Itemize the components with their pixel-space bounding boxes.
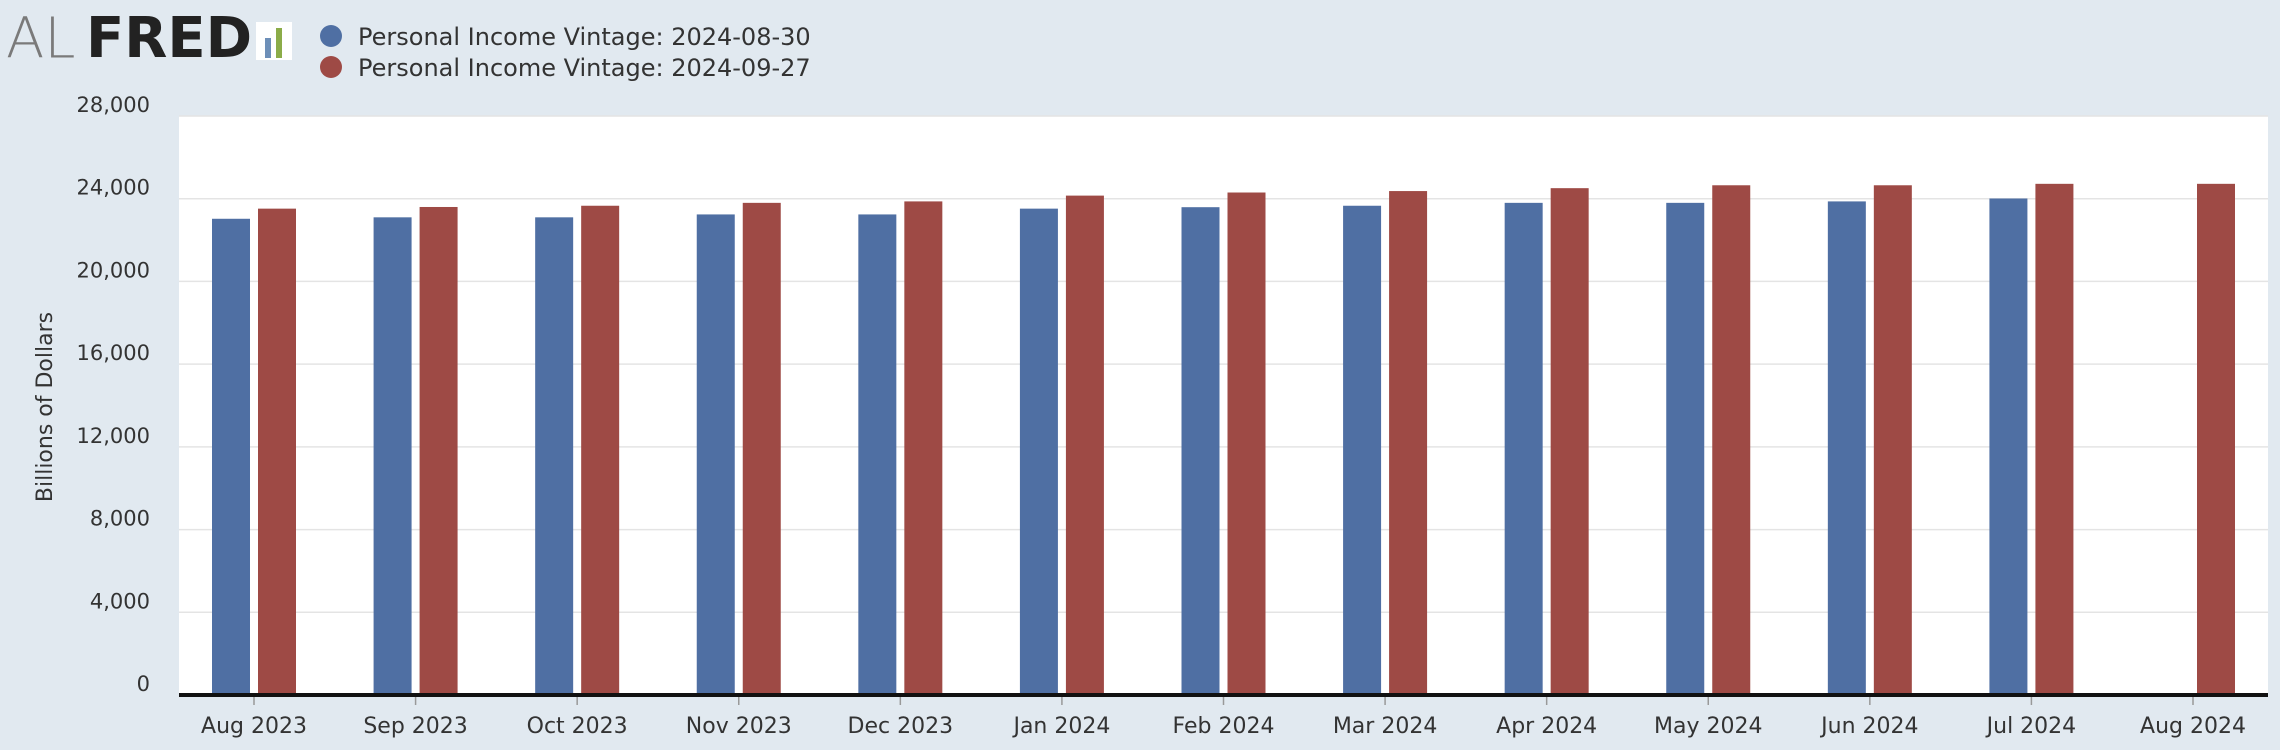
logo-fred: FRED — [86, 6, 252, 71]
y-tick-label: 24,000 — [77, 176, 150, 200]
y-tick-label: 28,000 — [77, 93, 150, 117]
x-tick-label: Apr 2024 — [1496, 714, 1597, 739]
bar — [258, 208, 296, 695]
legend-marker — [320, 56, 342, 78]
bar — [212, 218, 250, 695]
legend-marker — [320, 25, 342, 47]
x-tick-label: May 2024 — [1654, 714, 1762, 739]
x-tick-label: Jan 2024 — [1011, 714, 1110, 739]
x-tick-label: Sep 2023 — [363, 714, 467, 739]
legend-label: Personal Income Vintage: 2024-09-27 — [358, 54, 811, 82]
logo-icon — [256, 22, 292, 60]
bar — [1712, 185, 1751, 696]
y-tick-label: 16,000 — [77, 341, 150, 365]
bar — [1873, 185, 1912, 696]
bar — [1065, 195, 1104, 696]
bar — [373, 217, 412, 695]
y-axis-label: Billions of Dollars — [33, 312, 58, 502]
x-tick-label: Mar 2024 — [1333, 714, 1438, 739]
y-tick-label: 4,000 — [90, 589, 150, 613]
bar — [581, 205, 620, 695]
bar — [535, 217, 574, 695]
x-tick-label: Oct 2023 — [527, 714, 628, 739]
x-tick-label: Dec 2023 — [848, 714, 954, 739]
bar — [2197, 183, 2235, 695]
y-tick-label: 20,000 — [77, 258, 150, 282]
bar — [1666, 202, 1705, 695]
bar — [419, 206, 458, 695]
bar — [904, 201, 943, 695]
x-tick-label: Jun 2024 — [1819, 714, 1918, 739]
bar — [1019, 208, 1058, 695]
y-tick-label: 12,000 — [77, 424, 150, 448]
bar — [1827, 201, 1866, 695]
x-tick-label: Feb 2024 — [1173, 714, 1275, 739]
bar — [858, 214, 897, 695]
y-tick-label: 0 — [137, 672, 150, 696]
y-tick-label: 8,000 — [90, 507, 150, 531]
logo-al: AL — [6, 6, 76, 71]
bar — [1227, 192, 1266, 695]
x-tick-label: Nov 2023 — [686, 714, 792, 739]
bar — [696, 214, 735, 695]
x-tick-label: Jul 2024 — [1985, 714, 2077, 739]
bar — [1181, 207, 1220, 695]
x-tick-label: Aug 2023 — [201, 714, 307, 739]
bar — [742, 202, 781, 695]
bar — [1504, 202, 1543, 695]
bar — [1343, 205, 1382, 695]
legend-label: Personal Income Vintage: 2024-08-30 — [358, 23, 811, 51]
bar — [1389, 191, 1428, 695]
plot-area — [179, 116, 2268, 695]
x-tick-label: Aug 2024 — [2140, 714, 2246, 739]
bar — [1550, 188, 1589, 695]
bar — [1989, 198, 2028, 695]
bar — [2035, 183, 2074, 695]
